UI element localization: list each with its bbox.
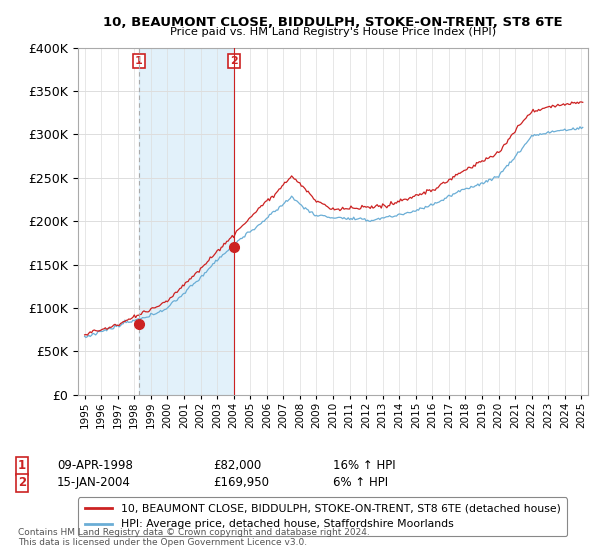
Text: £169,950: £169,950	[213, 476, 269, 489]
Text: 1: 1	[135, 57, 143, 66]
Legend: 10, BEAUMONT CLOSE, BIDDULPH, STOKE-ON-TRENT, ST8 6TE (detached house), HPI: Ave: 10, BEAUMONT CLOSE, BIDDULPH, STOKE-ON-T…	[79, 497, 567, 536]
Text: 15-JAN-2004: 15-JAN-2004	[57, 476, 131, 489]
Text: 09-APR-1998: 09-APR-1998	[57, 459, 133, 473]
Text: 10, BEAUMONT CLOSE, BIDDULPH, STOKE-ON-TRENT, ST8 6TE: 10, BEAUMONT CLOSE, BIDDULPH, STOKE-ON-T…	[103, 16, 563, 29]
Text: £82,000: £82,000	[213, 459, 261, 473]
Text: 1: 1	[18, 459, 26, 473]
Text: 6% ↑ HPI: 6% ↑ HPI	[333, 476, 388, 489]
Text: 2: 2	[18, 476, 26, 489]
Text: Contains HM Land Registry data © Crown copyright and database right 2024.
This d: Contains HM Land Registry data © Crown c…	[18, 528, 370, 547]
Text: 16% ↑ HPI: 16% ↑ HPI	[333, 459, 395, 473]
Bar	[139, 48, 235, 395]
Text: 2: 2	[230, 57, 238, 66]
Text: Price paid vs. HM Land Registry's House Price Index (HPI): Price paid vs. HM Land Registry's House …	[170, 27, 496, 37]
